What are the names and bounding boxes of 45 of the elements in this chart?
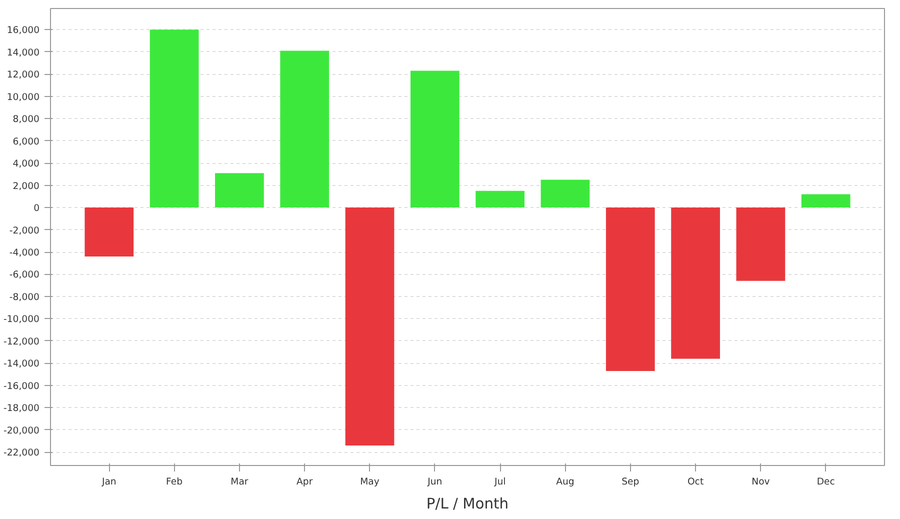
y-tick-label: -10,000	[3, 314, 40, 326]
x-tick-label: Nov	[752, 476, 770, 488]
bar	[150, 30, 199, 208]
bar	[280, 50, 330, 208]
y-tick-label: -6,000	[9, 270, 40, 281]
bar	[540, 180, 590, 208]
x-tick-label: Jul	[493, 476, 506, 488]
bar	[215, 173, 264, 208]
bar	[736, 208, 786, 281]
y-tick-label: 8,000	[12, 114, 40, 126]
x-tick-label: Jan	[100, 476, 116, 488]
x-tick-label: Feb	[166, 476, 183, 488]
bar	[84, 208, 134, 256]
x-tick-label: Oct	[687, 476, 704, 488]
y-tick-label: -14,000	[3, 358, 40, 370]
y-tick-label: -18,000	[3, 403, 40, 414]
y-tick-label: -16,000	[3, 380, 40, 392]
x-tick-label: Mar	[230, 476, 248, 488]
x-axis-title: P/L / Month	[426, 496, 509, 512]
x-tick-label: Dec	[816, 476, 835, 488]
y-tick-label: 0	[34, 203, 40, 214]
x-tick-label: May	[360, 476, 380, 488]
bar	[410, 70, 460, 208]
bar	[801, 194, 850, 208]
x-tick-label: Aug	[556, 476, 574, 488]
bar	[345, 208, 394, 446]
y-tick-label: 12,000	[6, 70, 40, 81]
x-tick-label: Sep	[622, 476, 640, 488]
y-tick-label: -4,000	[9, 248, 40, 259]
y-tick-label: 2,000	[12, 180, 40, 192]
bar	[671, 208, 720, 359]
y-tick-label: -12,000	[3, 336, 40, 348]
y-tick-label: -20,000	[3, 425, 40, 436]
y-tick-label: -2,000	[9, 225, 40, 236]
y-tick-label: -8,000	[9, 292, 40, 303]
x-tick-label: Apr	[296, 476, 313, 488]
y-tick-label: -22,000	[3, 448, 40, 459]
y-tick-label: 10,000	[6, 92, 40, 103]
bar	[606, 208, 655, 371]
y-tick-label: 4,000	[12, 158, 40, 170]
y-tick-label: 14,000	[6, 47, 40, 58]
y-tick-label: 6,000	[12, 136, 40, 148]
x-tick-label: Jun	[426, 476, 442, 488]
y-tick-label: 16,000	[6, 25, 40, 36]
bar	[476, 190, 525, 208]
